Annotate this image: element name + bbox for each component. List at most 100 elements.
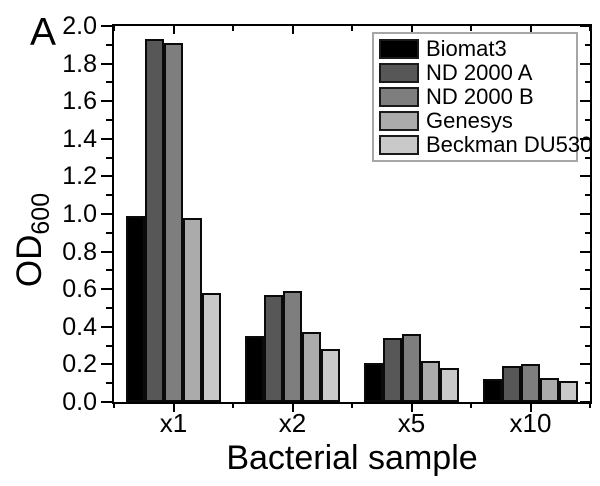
y-major-tick bbox=[101, 325, 112, 328]
x-major-tick-top bbox=[410, 26, 413, 34]
bar-beckman-du530-x1 bbox=[202, 292, 222, 402]
y-major-tick bbox=[101, 137, 112, 140]
legend-swatch-nd-2000-b bbox=[379, 87, 419, 107]
y-tick-label: 0.8 bbox=[62, 237, 97, 266]
x-major-tick-top bbox=[291, 26, 294, 34]
x-minor-tick-top bbox=[351, 26, 353, 31]
y-major-tick bbox=[101, 62, 112, 65]
x-tick-label-x10: x10 bbox=[509, 408, 552, 438]
legend-item-nd-2000-a: ND 2000 A bbox=[374, 61, 576, 85]
legend-label-nd-2000-a: ND 2000 A bbox=[426, 60, 533, 85]
legend-item-genesys: Genesys bbox=[374, 109, 576, 133]
y-major-tick-right bbox=[580, 250, 590, 253]
y-tick-label: 1.0 bbox=[62, 200, 97, 228]
y-tick-label: 1.6 bbox=[62, 87, 97, 116]
y-minor-tick-right bbox=[585, 194, 590, 197]
y-minor-tick bbox=[106, 269, 112, 272]
bar-genesys-x10 bbox=[540, 377, 560, 402]
y-minor-tick-right bbox=[585, 156, 590, 159]
y-major-tick bbox=[101, 288, 112, 291]
x-major-tick bbox=[172, 402, 175, 412]
y-minor-tick bbox=[106, 156, 112, 159]
y-major-tick bbox=[101, 213, 112, 215]
panel-label: A bbox=[30, 11, 57, 54]
bar-beckman-du530-x10 bbox=[559, 381, 579, 402]
bar-biomat3-x1 bbox=[125, 215, 145, 402]
bar-nd-2000-a-x2 bbox=[263, 294, 283, 402]
bar-nd-2000-b-x1 bbox=[163, 42, 184, 402]
legend-label-genesys: Genesys bbox=[426, 108, 513, 133]
y-minor-tick bbox=[106, 307, 112, 309]
bar-biomat3-x5 bbox=[363, 362, 383, 402]
bar-genesys-x1 bbox=[183, 217, 203, 402]
x-major-tick bbox=[410, 402, 413, 412]
x-major-tick-top bbox=[529, 26, 532, 34]
y-minor-tick bbox=[106, 81, 112, 84]
x-minor-tick bbox=[232, 402, 234, 408]
x-minor-tick-top bbox=[232, 26, 234, 31]
y-minor-tick-right bbox=[585, 382, 590, 385]
y-minor-tick-right bbox=[585, 344, 590, 347]
x-minor-tick-top bbox=[470, 26, 472, 31]
y-minor-tick-right bbox=[585, 43, 590, 46]
x-minor-tick bbox=[351, 402, 353, 408]
y-tick-label: 0.6 bbox=[62, 275, 97, 304]
y-minor-tick bbox=[106, 119, 112, 121]
y-major-tick-right bbox=[580, 25, 590, 27]
x-major-tick bbox=[291, 402, 294, 412]
legend: Biomat3 ND 2000 A ND 2000 B Genesys Beckman … bbox=[372, 32, 592, 162]
legend-label-biomat3: Biomat3 bbox=[426, 36, 507, 61]
y-minor-tick bbox=[106, 382, 112, 385]
bar-biomat3-x10 bbox=[482, 379, 502, 402]
y-major-tick bbox=[101, 100, 112, 103]
x-minor-tick-top bbox=[589, 26, 591, 31]
x-minor-tick-top bbox=[113, 26, 115, 31]
y-tick-label: 0.2 bbox=[62, 350, 97, 379]
y-minor-tick-right bbox=[585, 81, 590, 84]
bar-beckman-du530-x5 bbox=[440, 368, 460, 402]
x-minor-tick bbox=[470, 402, 472, 408]
y-major-tick bbox=[101, 175, 112, 178]
y-minor-tick bbox=[106, 231, 112, 234]
bar-nd-2000-a-x10 bbox=[501, 366, 521, 402]
y-major-tick bbox=[101, 401, 112, 403]
y-major-tick-right bbox=[580, 137, 590, 140]
bar-nd-2000-a-x1 bbox=[144, 39, 164, 402]
y-minor-tick bbox=[106, 344, 112, 347]
y-minor-tick-right bbox=[585, 269, 590, 272]
legend-label-beckman-du530: Beckman DU530 bbox=[426, 132, 593, 157]
y-tick-label: 2.0 bbox=[62, 12, 97, 40]
bar-nd-2000-b-x2 bbox=[282, 291, 303, 402]
y-major-tick bbox=[101, 363, 112, 366]
legend-swatch-nd-2000-a bbox=[379, 63, 419, 83]
legend-swatch-beckman-du530 bbox=[379, 135, 419, 155]
legend-label-nd-2000-b: ND 2000 B bbox=[426, 84, 534, 109]
x-minor-tick bbox=[113, 402, 115, 408]
legend-item-biomat3: Biomat3 bbox=[374, 37, 576, 61]
y-minor-tick-right bbox=[585, 307, 590, 309]
x-tick-label-x5: x5 bbox=[397, 408, 426, 438]
bar-genesys-x2 bbox=[302, 332, 322, 402]
y-tick-label: 1.4 bbox=[62, 124, 97, 153]
bar-beckman-du530-x2 bbox=[321, 349, 341, 402]
x-tick-label-x2: x2 bbox=[278, 408, 307, 438]
y-minor-tick-right bbox=[585, 231, 590, 234]
y-tick-label: 0.0 bbox=[62, 388, 97, 416]
y-tick-label: 0.4 bbox=[62, 312, 97, 341]
y-major-tick-right bbox=[580, 325, 590, 328]
legend-swatch-genesys bbox=[379, 111, 419, 131]
bar-nd-2000-b-x5 bbox=[401, 334, 422, 402]
y-major-tick-right bbox=[580, 288, 590, 291]
y-minor-tick bbox=[106, 194, 112, 197]
y-major-tick bbox=[101, 250, 112, 253]
y-minor-tick bbox=[106, 43, 112, 46]
legend-item-beckman-du530: Beckman DU530 bbox=[374, 133, 592, 157]
legend-item-nd-2000-b: ND 2000 B bbox=[374, 85, 576, 109]
x-tick-label-x1: x1 bbox=[159, 408, 188, 438]
y-major-tick-right bbox=[580, 401, 590, 403]
y-tick-label: 1.8 bbox=[62, 49, 97, 78]
bar-nd-2000-a-x5 bbox=[382, 338, 402, 402]
y-major-tick bbox=[101, 25, 112, 27]
y-major-tick-right bbox=[580, 175, 590, 178]
